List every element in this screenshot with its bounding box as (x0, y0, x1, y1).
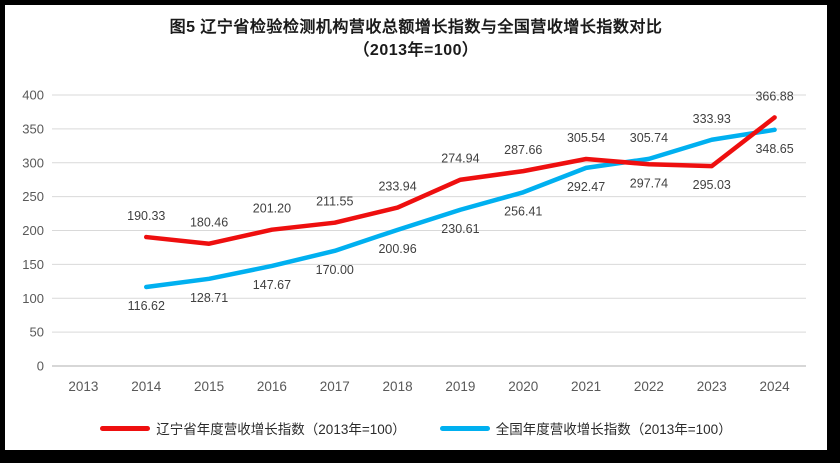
x-axis-tick-label: 2024 (760, 379, 791, 394)
x-axis-tick-label: 2015 (194, 379, 224, 394)
legend-item-national: 全国年度营收增长指数（2013年=100） (439, 418, 732, 438)
y-axis-tick-label: 50 (30, 325, 44, 340)
data-label-liaoning: 201.20 (253, 202, 291, 216)
data-label-national: 256.41 (504, 204, 542, 218)
x-axis-tick-label: 2021 (571, 379, 601, 394)
chart-legend: 辽宁省年度营收增长指数（2013年=100） 全国年度营收增长指数（2013年=… (5, 418, 827, 438)
data-label-national: 292.47 (567, 180, 605, 194)
chart-title-line2: （2013年=100） (353, 42, 479, 59)
data-label-national: 230.61 (441, 222, 479, 236)
x-axis-tick-label: 2020 (508, 379, 538, 394)
legend-line-swatch-liaoning (100, 425, 151, 431)
data-label-liaoning: 274.94 (441, 152, 479, 166)
data-label-national: 305.74 (630, 131, 668, 145)
data-label-liaoning: 211.55 (316, 195, 353, 209)
x-axis-tick-label: 2014 (131, 379, 162, 394)
y-axis-tick-label: 0 (37, 359, 44, 374)
data-label-liaoning: 295.03 (693, 178, 731, 192)
data-label-national: 128.71 (190, 291, 228, 305)
series-line-liaoning (144, 115, 777, 246)
y-axis-tick-label: 200 (22, 223, 44, 238)
x-axis-tick-label: 2022 (634, 379, 664, 394)
data-label-national: 147.67 (253, 278, 291, 292)
x-axis-tick-label: 2023 (697, 379, 727, 394)
legend-item-liaoning: 辽宁省年度营收增长指数（2013年=100） (100, 418, 406, 438)
legend-label-national: 全国年度营收增长指数（2013年=100） (495, 422, 732, 437)
chart-frame: 图5 辽宁省检验检测机构营收总额增长指数与全国营收增长指数对比 （2013年=1… (5, 5, 827, 450)
y-axis-tick-label: 300 (22, 155, 44, 170)
x-axis-tick-label: 2013 (68, 379, 98, 394)
data-label-liaoning: 297.74 (630, 176, 668, 190)
data-label-liaoning: 305.54 (567, 131, 605, 145)
x-axis-tick-label: 2019 (445, 379, 475, 394)
data-label-national: 200.96 (378, 242, 416, 256)
line-chart-plot-area: 0 50 100 150 200 250 300 350 400 2013 2014 2015 2016… (22, 88, 806, 394)
chart-title: 图5 辽宁省检验检测机构营收总额增长指数与全国营收增长指数对比 （2013年=1… (5, 16, 827, 62)
data-label-liaoning: 233.94 (378, 180, 416, 194)
data-label-liaoning: 190.33 (127, 209, 165, 223)
legend-line-swatch-national (439, 425, 490, 431)
x-axis-tick-label: 2017 (320, 379, 350, 394)
data-label-liaoning: 287.66 (504, 143, 542, 157)
y-axis-tick-label: 400 (22, 88, 44, 103)
y-axis-tick-label: 250 (22, 189, 44, 204)
data-label-liaoning: 180.46 (190, 216, 228, 230)
series-line-national (144, 127, 777, 290)
data-label-national: 348.65 (755, 142, 793, 156)
legend-label-liaoning: 辽宁省年度营收增长指数（2013年=100） (156, 422, 406, 437)
data-label-liaoning: 366.88 (755, 89, 793, 103)
y-axis-tick-label: 350 (22, 121, 44, 136)
x-axis-tick-label: 2018 (383, 379, 413, 394)
data-label-national: 170.00 (316, 263, 354, 277)
y-axis-tick-label: 150 (22, 257, 44, 272)
data-label-national: 116.62 (128, 299, 165, 313)
y-axis-tick-label: 100 (22, 291, 44, 306)
chart-title-line1: 图5 辽宁省检验检测机构营收总额增长指数与全国营收增长指数对比 (169, 19, 663, 36)
data-label-national: 333.93 (693, 112, 731, 126)
x-axis-tick-label: 2016 (257, 379, 287, 394)
